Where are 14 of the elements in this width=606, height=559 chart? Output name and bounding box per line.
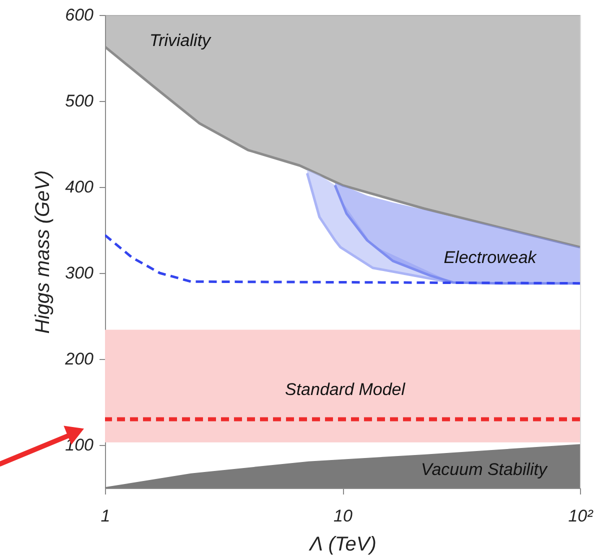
annotation: Vacuum Stability bbox=[421, 460, 548, 479]
y-tick-label: 300 bbox=[65, 264, 94, 282]
y-tick-label: 200 bbox=[64, 350, 94, 368]
x-tick-label: 1 bbox=[100, 506, 110, 526]
y-tick-label: 600 bbox=[65, 6, 94, 24]
y-axis-title: Higgs mass (GeV) bbox=[32, 170, 54, 334]
annotation: Electroweak bbox=[444, 248, 538, 267]
x-tick-label: 10² bbox=[568, 506, 594, 526]
y-tick-label: 500 bbox=[65, 92, 94, 110]
y-tick-label: 400 bbox=[65, 178, 94, 196]
x-axis-title: Λ (TeV) bbox=[308, 534, 376, 556]
annotation: Triviality bbox=[149, 31, 212, 50]
x-tick-label: 10 bbox=[334, 506, 353, 526]
annotation: Standard Model bbox=[284, 380, 406, 399]
